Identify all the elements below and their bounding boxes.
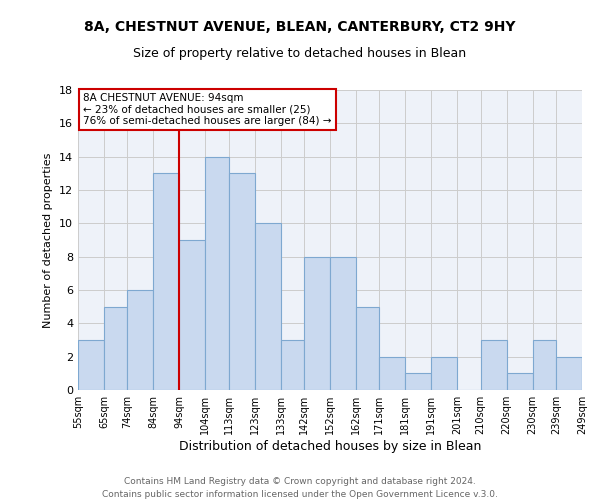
Bar [582,356,600,390]
Bar [104,306,127,390]
Text: 8A CHESTNUT AVENUE: 94sqm
← 23% of detached houses are smaller (25)
76% of semi-: 8A CHESTNUT AVENUE: 94sqm ← 23% of detac… [83,93,332,126]
Bar [533,340,556,390]
Bar [205,156,229,390]
X-axis label: Distribution of detached houses by size in Blean: Distribution of detached houses by size … [179,440,481,453]
Bar [304,256,330,390]
Bar [127,290,154,390]
Bar [78,340,104,390]
Bar [179,240,205,390]
Bar [356,306,379,390]
Bar [281,340,304,390]
Text: Contains HM Land Registry data © Crown copyright and database right 2024.: Contains HM Land Registry data © Crown c… [124,478,476,486]
Bar [506,374,533,390]
Bar [379,356,406,390]
Bar [154,174,179,390]
Text: Size of property relative to detached houses in Blean: Size of property relative to detached ho… [133,48,467,60]
Bar [556,356,582,390]
Bar [229,174,254,390]
Text: Contains public sector information licensed under the Open Government Licence v.: Contains public sector information licen… [102,490,498,499]
Text: 8A, CHESTNUT AVENUE, BLEAN, CANTERBURY, CT2 9HY: 8A, CHESTNUT AVENUE, BLEAN, CANTERBURY, … [84,20,516,34]
Bar [431,356,457,390]
Bar [406,374,431,390]
Bar [330,256,356,390]
Bar [481,340,506,390]
Y-axis label: Number of detached properties: Number of detached properties [43,152,53,328]
Bar [254,224,281,390]
